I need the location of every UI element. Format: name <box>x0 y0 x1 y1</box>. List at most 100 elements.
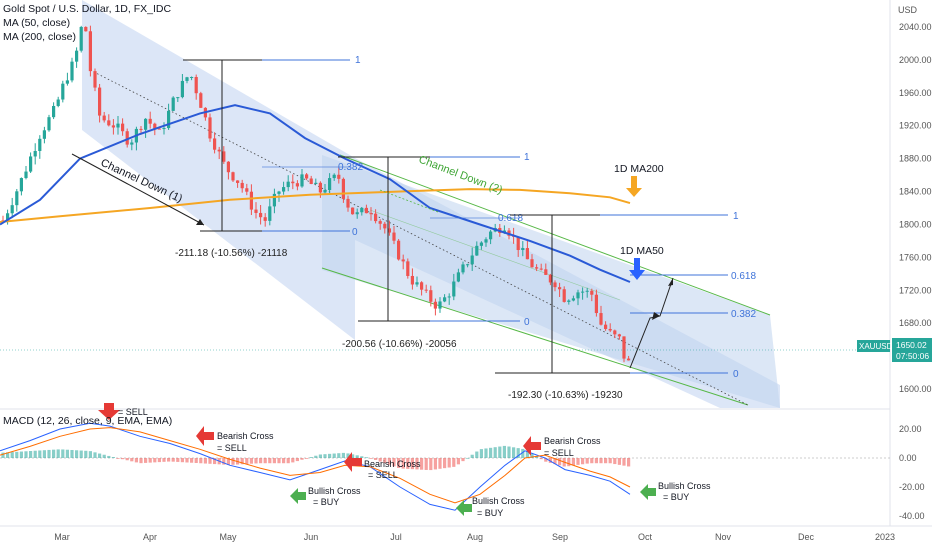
histogram-bar <box>24 451 28 458</box>
price-tick-label: 2000.00 <box>899 55 932 65</box>
histogram-bar <box>420 458 424 470</box>
candle-body <box>424 289 428 291</box>
candle-body <box>571 298 575 301</box>
buy-signal-2-a: Bullish Cross <box>472 496 525 506</box>
histogram-bar <box>84 450 88 458</box>
histogram-bar <box>585 458 589 464</box>
histogram-bar <box>139 458 143 464</box>
candle-body <box>627 358 631 361</box>
histogram-bar <box>29 451 33 458</box>
candle-body <box>226 161 230 173</box>
candle-body <box>374 213 378 222</box>
candle-body <box>107 120 111 126</box>
price-tick-label: 1680.00 <box>899 318 932 328</box>
candle-body <box>61 83 65 100</box>
histogram-bar <box>70 449 74 458</box>
histogram-bar <box>222 458 226 465</box>
candle-body <box>29 156 33 172</box>
candle-body <box>176 97 180 99</box>
histogram-bar <box>410 458 414 470</box>
histogram-bar <box>102 454 106 458</box>
macd-tick-label: 20.00 <box>899 424 922 434</box>
histogram-bar <box>203 458 207 464</box>
histogram-bar <box>452 458 456 467</box>
histogram-bar <box>387 458 391 465</box>
candle-body <box>38 138 42 151</box>
histogram-bar <box>553 458 557 465</box>
histogram-bar <box>309 457 313 458</box>
histogram-bar <box>240 458 244 465</box>
macd-tick-label: -40.00 <box>899 511 925 521</box>
fib3-one: 1 <box>733 211 739 222</box>
histogram-bar <box>318 454 322 458</box>
candle-body <box>328 178 332 191</box>
sell-signal-1: = SELL <box>98 403 148 420</box>
histogram-bar <box>56 449 60 458</box>
ma50-legend[interactable]: MA (50, close) <box>3 17 71 29</box>
candle-body <box>604 324 608 329</box>
ma200-legend[interactable]: MA (200, close) <box>3 31 76 43</box>
histogram-bar <box>594 458 598 464</box>
histogram-bar <box>153 458 157 463</box>
histogram-bar <box>272 458 276 464</box>
histogram-bar <box>599 458 603 464</box>
histogram-bar <box>516 448 520 458</box>
histogram-bar <box>489 447 493 458</box>
candle-body <box>24 171 28 179</box>
candle-body <box>291 181 295 184</box>
candle-body <box>397 240 401 260</box>
buy-signal-1: Bullish Cross = BUY <box>290 486 361 507</box>
sell-signal-3-a: Bearish Cross <box>364 459 421 469</box>
measure-3-label: -192.30 (-10.63%) -19230 <box>508 390 623 401</box>
histogram-bar <box>374 458 378 460</box>
sell-signal-4-a: Bearish Cross <box>544 436 601 446</box>
candle-body <box>383 223 387 229</box>
candle-body <box>378 221 382 224</box>
candle-body <box>111 125 115 128</box>
candle-body <box>144 118 148 130</box>
fib3-618: 0.618 <box>731 271 756 282</box>
price-tick-label: 1800.00 <box>899 219 932 229</box>
sell-arrow-icon <box>344 452 362 472</box>
histogram-bar <box>226 458 230 465</box>
candle-body <box>470 255 474 265</box>
candle-body <box>355 212 359 215</box>
histogram-bar <box>590 458 594 464</box>
histogram-bar <box>42 450 46 458</box>
candle-body <box>148 118 152 124</box>
channel-down-2-lower <box>321 267 749 406</box>
candle-body <box>360 207 364 213</box>
histogram-bar <box>282 458 286 464</box>
histogram-bar <box>328 453 332 458</box>
ma50-annotation: 1D MA50 <box>620 245 664 257</box>
buy-signal-1-b: = BUY <box>313 497 339 507</box>
candle-body <box>268 206 272 221</box>
histogram-bar <box>295 458 299 462</box>
candle-body <box>245 188 249 192</box>
candle-body <box>300 174 304 187</box>
candle-body <box>65 80 69 84</box>
histogram-bar <box>346 453 350 458</box>
candle-body <box>102 115 106 121</box>
candle-body <box>6 213 10 221</box>
candle-body <box>19 178 23 192</box>
sell-signal-2-b: = SELL <box>217 443 247 453</box>
macd-legend[interactable]: MACD (12, 26, close, 9, EMA, EMA) <box>3 415 173 427</box>
ma200-annotation: 1D MA200 <box>614 163 664 175</box>
macd-axis[interactable]: 20.00 0.00 -20.00 -40.00 <box>899 424 925 521</box>
histogram-bar <box>213 458 217 465</box>
fib2-zero: 0 <box>524 317 530 328</box>
candle-body <box>42 130 46 139</box>
candle-body <box>254 209 258 213</box>
price-tick-label: 2040.00 <box>899 22 932 32</box>
histogram-bar <box>484 448 488 458</box>
time-axis[interactable]: Mar Apr May Jun Jul Aug Sep Oct Nov Dec 2023 <box>54 532 895 542</box>
histogram-bar <box>263 458 267 464</box>
histogram-bar <box>424 458 428 470</box>
candle-body <box>521 248 525 251</box>
candle-body <box>98 87 102 116</box>
price-axis[interactable]: 2040.00 2000.00 1960.00 1920.00 1880.00 1840.… <box>899 22 932 394</box>
ma50-arrow-icon <box>629 258 645 280</box>
ma50-line <box>0 104 631 283</box>
